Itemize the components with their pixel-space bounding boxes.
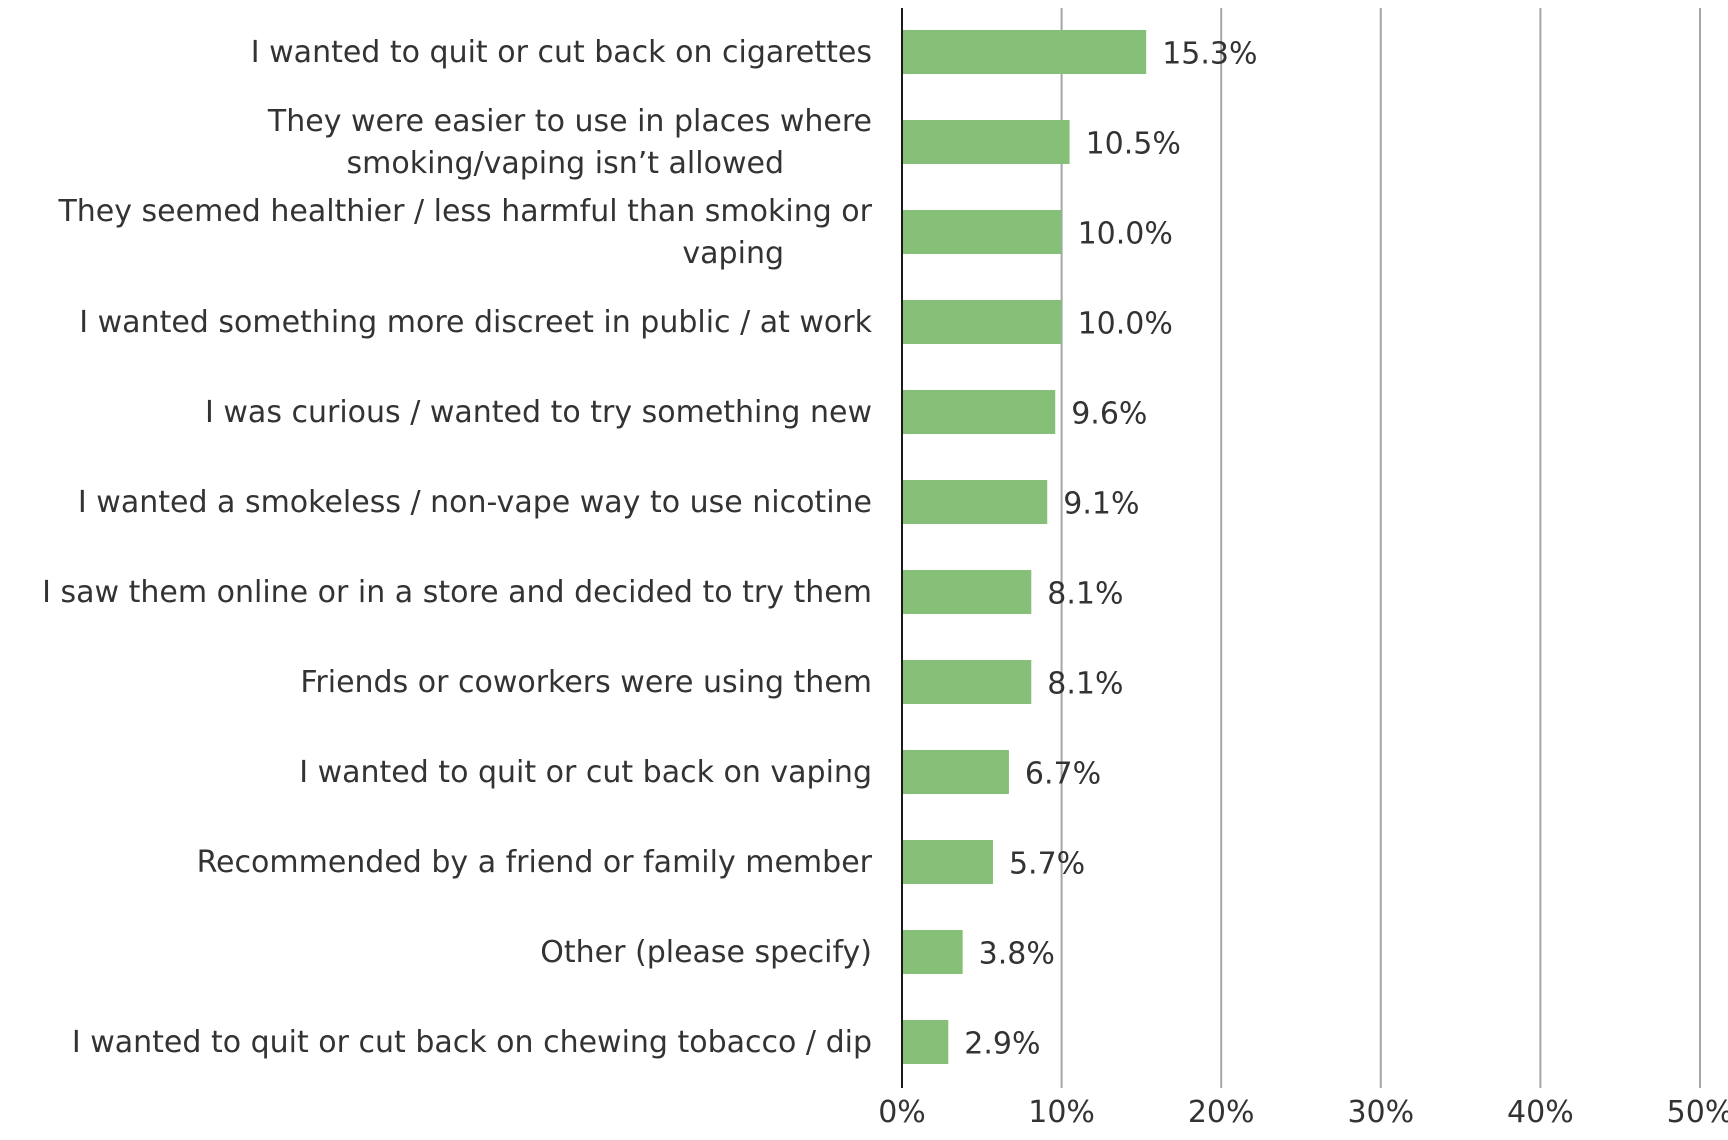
data-label: 3.8% (979, 937, 1055, 972)
data-label: 5.7% (1009, 847, 1085, 882)
data-label: 8.1% (1047, 667, 1123, 702)
x-tick-label: 10% (1028, 1095, 1095, 1130)
category-label: I was curious / wanted to try something … (205, 395, 872, 430)
x-tick-label: 0% (878, 1095, 926, 1130)
bar (902, 660, 1032, 704)
data-labels: 15.3% 10.5% 10.0% 10.0% 9.6% 9.1% 8.1% 8.1% 6.7%… (964, 37, 1257, 1062)
bar (902, 390, 1056, 434)
category-label: I wanted to quit or cut back on vaping (299, 755, 872, 790)
category-labels: I wanted to quit or cut back on cigarett… (42, 35, 873, 1060)
data-label: 10.0% (1078, 217, 1173, 252)
x-tick-label: 40% (1507, 1095, 1574, 1130)
category-label: They seemed healthier / less harmful tha… (57, 194, 872, 271)
bar (902, 210, 1062, 254)
category-label: I wanted to quit or cut back on chewing … (72, 1025, 872, 1060)
x-tick-label: 20% (1188, 1095, 1255, 1130)
category-label: They were easier to use in places where s… (267, 104, 872, 181)
category-label: Recommended by a friend or family member (197, 845, 873, 880)
bar (902, 750, 1009, 794)
category-label: I wanted to quit or cut back on cigarett… (251, 35, 872, 70)
bar (902, 840, 993, 884)
category-label: Friends or coworkers were using them (300, 665, 872, 700)
data-label: 6.7% (1025, 757, 1101, 792)
bar (902, 30, 1147, 74)
category-label: Other (please specify) (540, 935, 872, 970)
data-label: 8.1% (1047, 577, 1123, 612)
data-label: 9.1% (1063, 487, 1139, 522)
bar (902, 120, 1070, 164)
bar (902, 1020, 949, 1064)
gridlines (1060, 8, 1701, 1088)
category-label: I wanted a smokeless / non-vape way to u… (78, 485, 872, 520)
data-label: 15.3% (1162, 37, 1257, 72)
bars (902, 30, 1147, 1064)
data-label: 9.6% (1071, 397, 1147, 432)
x-tick-label: 30% (1347, 1095, 1414, 1130)
bar (902, 570, 1032, 614)
bar (902, 480, 1048, 524)
bar (902, 930, 963, 974)
category-label: I wanted something more discreet in publ… (79, 305, 872, 340)
data-label: 10.5% (1086, 127, 1181, 162)
data-label: 10.0% (1078, 307, 1173, 342)
bar (902, 300, 1062, 344)
x-axis-ticks: 0% 10% 20% 30% 40% 50% (878, 1095, 1728, 1130)
x-tick-label: 50% (1667, 1095, 1728, 1130)
data-label: 2.9% (964, 1027, 1040, 1062)
category-label: I saw them online or in a store and deci… (42, 575, 872, 610)
